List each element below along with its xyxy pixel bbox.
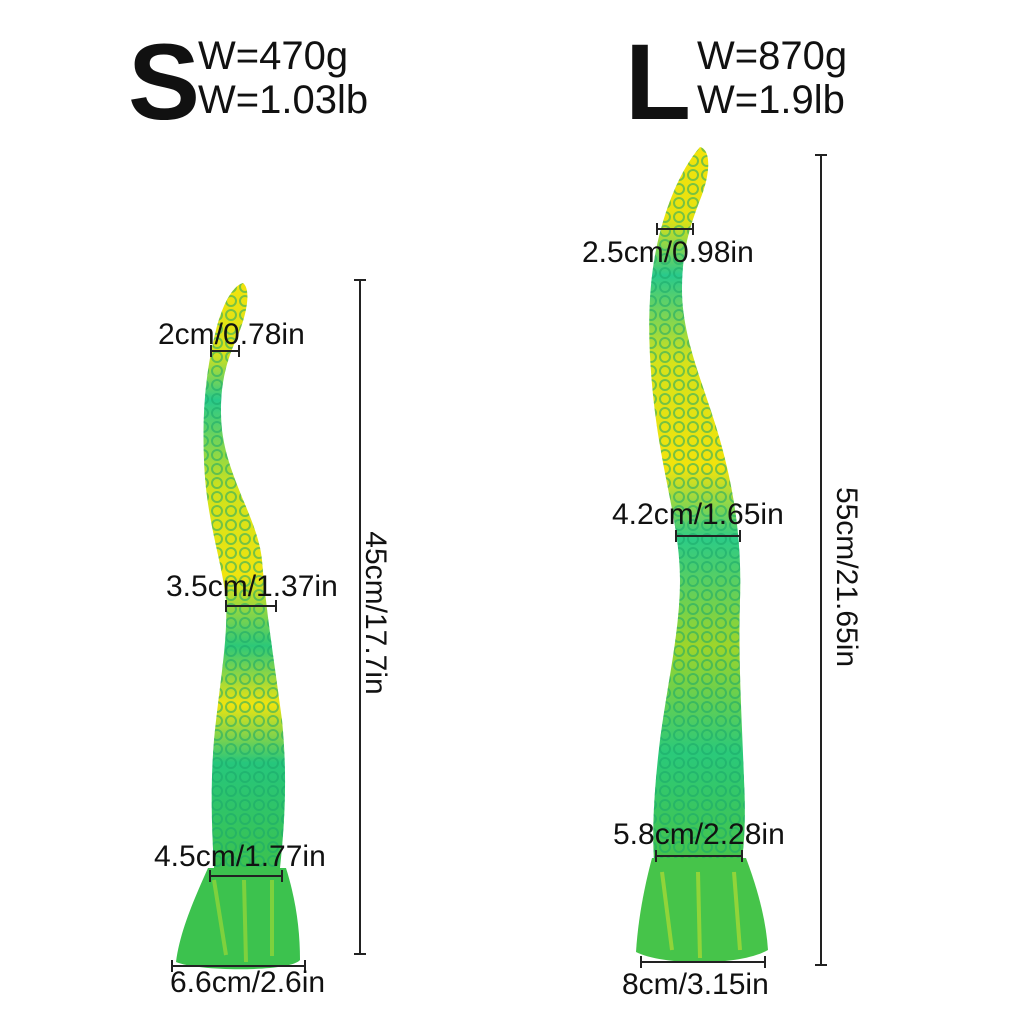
small-weight-grams: W=470g xyxy=(198,34,349,78)
small-size-label: S xyxy=(128,21,200,142)
large-tentacle-image xyxy=(636,147,768,963)
small-base-width: 6.6cm/2.6in xyxy=(170,966,326,999)
large-lower-width: 5.8cm/2.28in xyxy=(613,818,785,851)
small-lower-width: 4.5cm/1.77in xyxy=(154,840,326,873)
large-size-label: L xyxy=(625,21,691,142)
large-weight-grams: W=870g xyxy=(697,34,848,78)
large-length: 55cm/21.65in xyxy=(830,486,863,668)
small-tip-width: 2cm/0.78in xyxy=(158,318,305,351)
large-weight-pounds: W=1.9lb xyxy=(697,78,845,122)
large-measure-lines xyxy=(640,154,827,968)
large-base-width: 8cm/3.15in xyxy=(622,968,769,1001)
small-mid-width: 3.5cm/1.37in xyxy=(166,570,338,603)
small-length: 45cm/17.7in xyxy=(359,531,392,695)
small-weight-pounds: W=1.03lb xyxy=(198,78,369,122)
large-mid-width: 4.2cm/1.65in xyxy=(612,498,784,531)
small-measure-lines xyxy=(171,279,366,972)
small-tentacle-image xyxy=(176,283,300,970)
large-tip-width: 2.5cm/0.98in xyxy=(582,236,754,269)
